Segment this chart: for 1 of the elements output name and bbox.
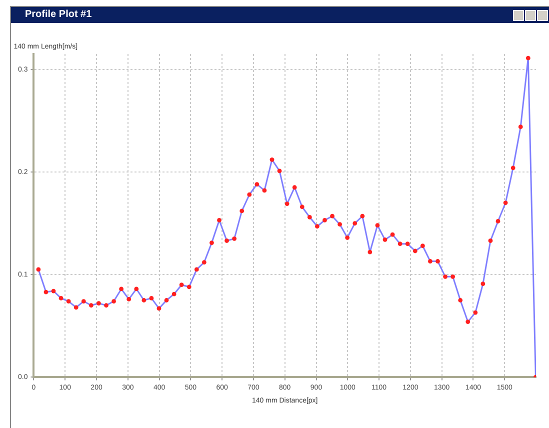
chart-title: Profile Plot #1 [25, 9, 92, 20]
